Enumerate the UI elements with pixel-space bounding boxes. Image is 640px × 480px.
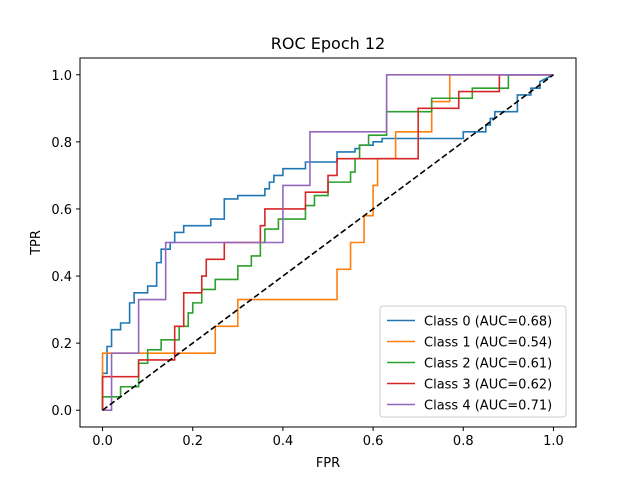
- series-line-class-1: [101, 73, 554, 411]
- x-tick-label: 0.4: [273, 434, 294, 449]
- x-axis-label: FPR: [316, 456, 340, 471]
- series-line-class-0: [101, 74, 554, 411]
- legend-box: [379, 305, 567, 418]
- x-tick-label: 0.8: [453, 434, 474, 449]
- chance-diagonal-line: [102, 74, 554, 411]
- y-tick-label: 0.4: [51, 270, 72, 285]
- legend-entry: Class 3 (AUC=0.62): [424, 378, 552, 393]
- series-line-class-3: [101, 73, 554, 411]
- legend-entry: Class 0 (AUC=0.68): [424, 315, 552, 330]
- y-tick-label: 0.2: [51, 337, 72, 352]
- legend: Class 0 (AUC=0.68) Class 1 (AUC=0.54) Clas…: [379, 305, 567, 418]
- y-tick-label: 0.0: [51, 404, 72, 419]
- legend-entry: Class 4 (AUC=0.71): [424, 399, 552, 414]
- y-axis-ticks: 0.0 0.2 0.4 0.6 0.8 1.0: [51, 69, 80, 419]
- x-tick-label: 1.0: [543, 434, 564, 449]
- x-tick-label: 0.0: [92, 434, 113, 449]
- axes-frame: [79, 57, 577, 428]
- x-tick-label: 0.2: [182, 434, 203, 449]
- series-line-class-2: [101, 73, 554, 411]
- y-tick-label: 0.8: [51, 136, 72, 151]
- legend-entry: Class 2 (AUC=0.61): [424, 357, 552, 372]
- legend-entry: Class 1 (AUC=0.54): [424, 336, 552, 351]
- plot-area: [101, 73, 554, 412]
- y-tick-label: 0.6: [51, 203, 72, 218]
- x-tick-label: 0.6: [363, 434, 384, 449]
- y-axis-label: TPR: [29, 230, 44, 256]
- series-line-class-4: [102, 73, 554, 412]
- x-axis-ticks: 0.0 0.2 0.4 0.6 0.8 1.0: [92, 427, 564, 449]
- chart-title: ROC Epoch 12: [271, 34, 385, 53]
- y-tick-label: 1.0: [51, 69, 72, 84]
